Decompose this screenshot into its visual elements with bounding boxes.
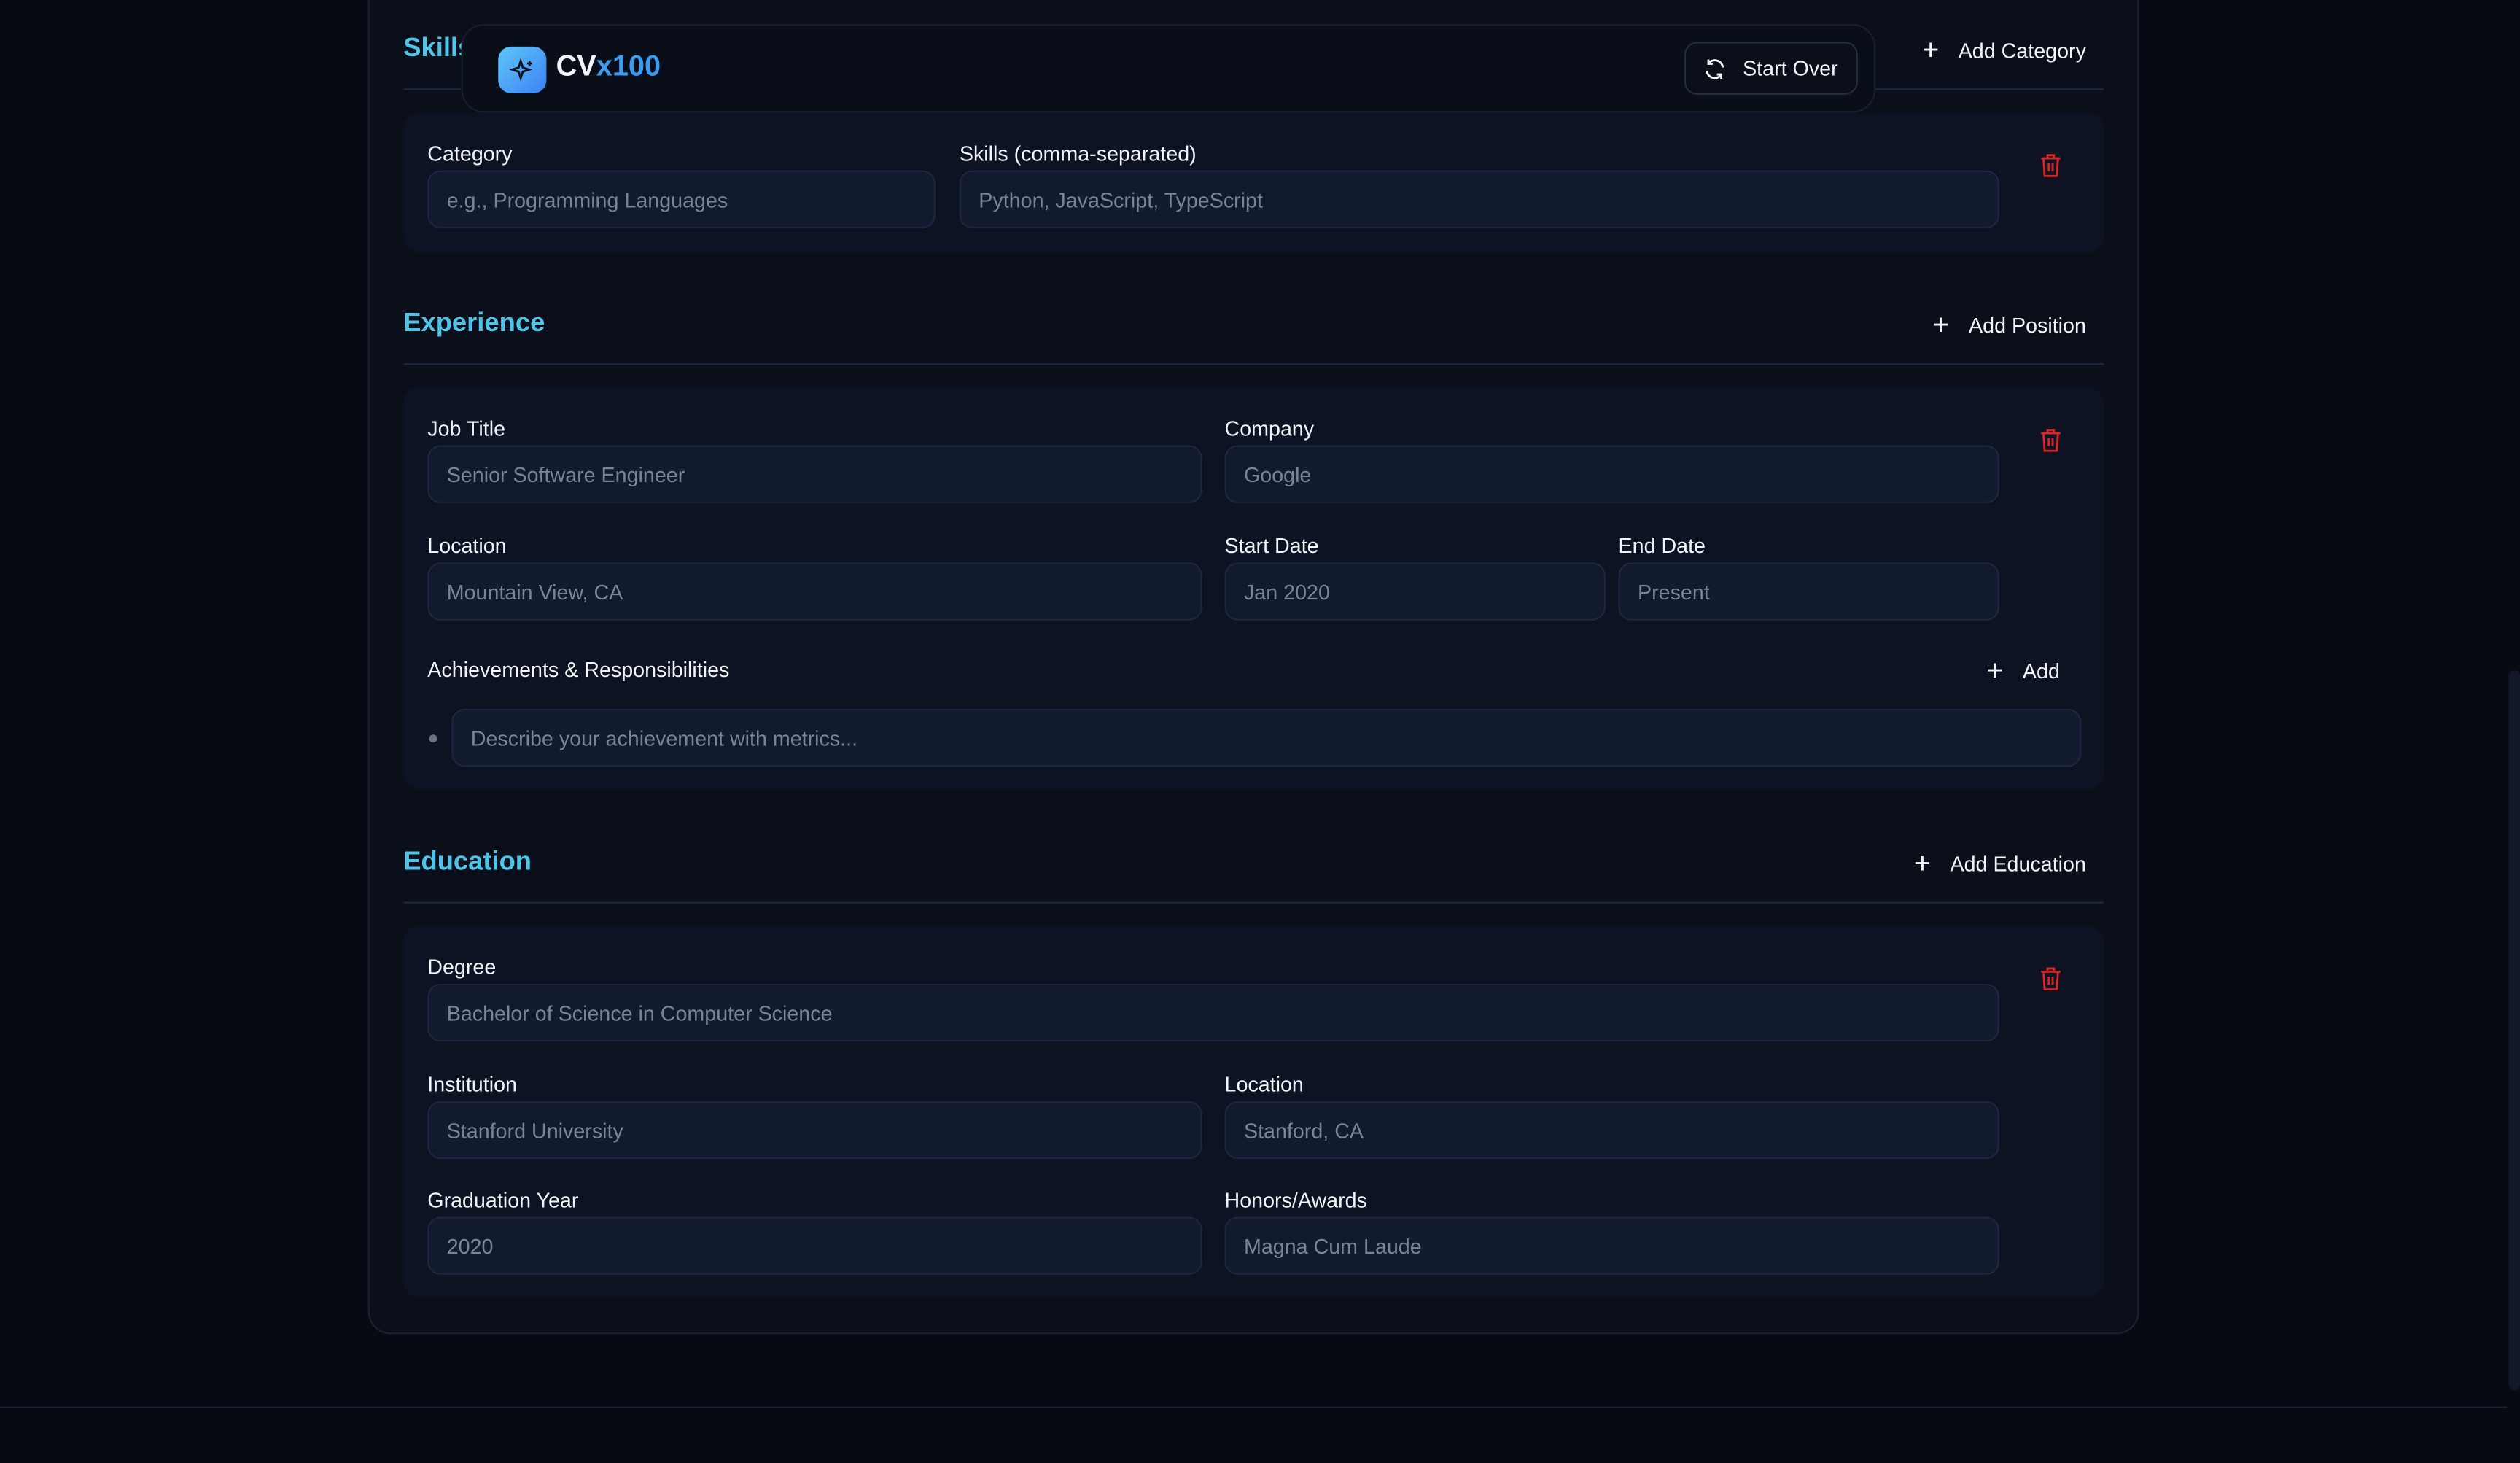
add-position-label: Add Position [1969,312,2086,337]
bullet-icon [429,734,438,743]
edu-location-label: Location [1224,1072,1304,1097]
start-over-button[interactable]: Start Over [1684,42,1858,96]
add-category-label: Add Category [1958,37,2086,62]
graduation-year-input[interactable] [427,1216,1202,1275]
plus-icon: + [1932,308,1950,341]
plus-icon: + [1986,654,2004,687]
plus-icon: + [1922,34,1940,66]
edu-location-input[interactable] [1224,1101,1999,1160]
degree-label: Degree [427,955,497,979]
add-position-button[interactable]: + Add Position [1932,310,2086,339]
experience-entry: Job Title Company Location Start Date En… [403,387,2104,790]
brand-name[interactable]: CVx100 [556,50,661,83]
end-date-label: End Date [1618,533,1706,558]
add-achievement-button[interactable]: + Add [1986,656,2060,685]
plus-icon: + [1913,847,1932,880]
skills-input[interactable] [959,170,1999,228]
company-label: Company [1224,416,1315,441]
trash-icon[interactable] [2039,152,2062,178]
experience-divider [403,363,2104,365]
category-input[interactable] [427,170,936,228]
institution-label: Institution [427,1072,517,1097]
education-title: Education [403,847,532,877]
add-education-label: Add Education [1950,851,2086,876]
job-title-input[interactable] [427,445,1202,503]
start-date-label: Start Date [1224,533,1319,558]
job-title-label: Job Title [427,416,506,441]
achievement-input[interactable] [451,709,2082,767]
sparkles-logo-icon [498,46,547,93]
brand-suffix: x100 [596,50,661,82]
skills-label: Skills (comma-separated) [959,141,1197,166]
graduation-year-label: Graduation Year [427,1187,579,1212]
honors-input[interactable] [1224,1216,1999,1275]
trash-icon[interactable] [2039,966,2062,992]
scrollbar-thumb[interactable] [2508,670,2520,1391]
achievements-label: Achievements & Responsibilities [427,657,730,682]
location-input[interactable] [427,562,1202,621]
skills-title: Skills [403,34,473,63]
trash-icon[interactable] [2039,427,2062,453]
end-date-input[interactable] [1618,562,1999,621]
education-entry: Degree Institution Location Graduation Y… [403,925,2104,1297]
institution-input[interactable] [427,1101,1202,1160]
honors-label: Honors/Awards [1224,1187,1367,1212]
footer-divider [0,1406,2508,1408]
company-input[interactable] [1224,445,1999,503]
add-achievement-label: Add [2022,658,2060,683]
education-divider [403,901,2104,904]
start-over-label: Start Over [1743,56,1838,81]
location-label: Location [427,533,507,558]
degree-input[interactable] [427,983,1999,1042]
refresh-icon [1706,58,1725,79]
add-education-button[interactable]: + Add Education [1914,849,2086,878]
start-date-input[interactable] [1224,562,1606,621]
category-label: Category [427,141,513,166]
experience-title: Experience [403,308,545,338]
add-category-button[interactable]: + Add Category [1922,35,2086,64]
app-header: CVx100 Start Over [461,24,1876,113]
skill-entry: Category Skills (comma-separated) [403,112,2104,253]
brand-prefix: CV [556,50,596,82]
